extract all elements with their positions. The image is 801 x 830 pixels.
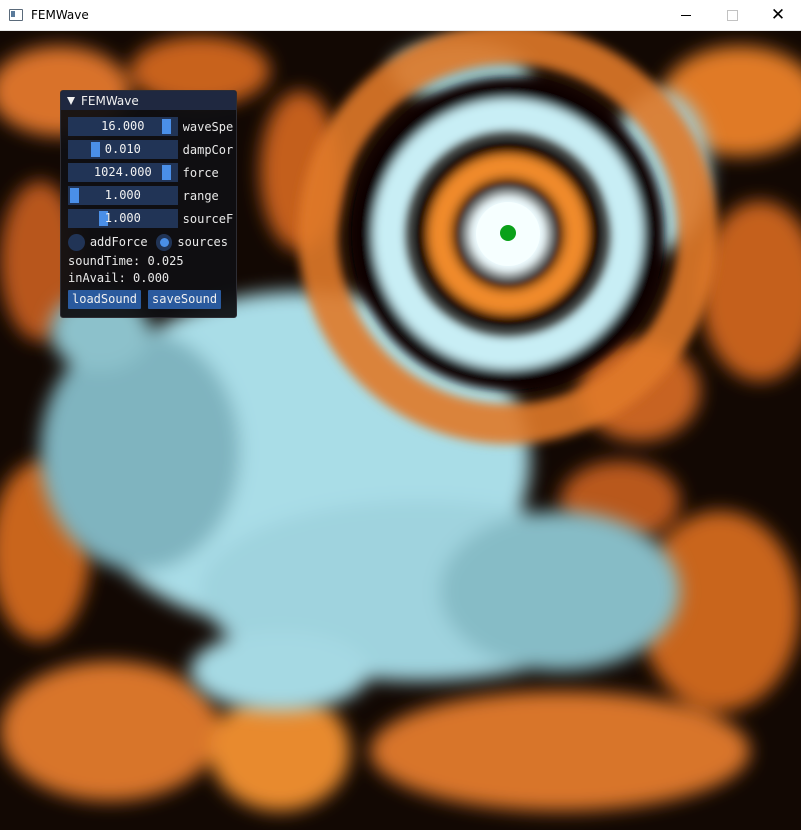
slider-label: waveSpe xyxy=(182,119,234,134)
damp-coef-slider[interactable]: 0.010 xyxy=(68,140,178,159)
slider-row-damp-coef: 0.010 dampCor xyxy=(68,140,236,159)
wave-speed-slider[interactable]: 16.000 xyxy=(68,117,178,136)
sources-label[interactable]: sources xyxy=(177,235,228,249)
slider-row-range: 1.000 range xyxy=(68,186,236,205)
collapse-arrow-icon[interactable] xyxy=(67,96,75,105)
app-window-icon xyxy=(9,9,23,21)
window-controls: ✕ xyxy=(663,0,801,30)
slider-label: sourceF xyxy=(182,211,234,226)
save-sound-button[interactable]: saveSound xyxy=(148,290,222,309)
force-slider[interactable]: 1024.000 xyxy=(68,163,178,182)
add-force-radio[interactable] xyxy=(68,233,85,251)
slider-value: 0.010 xyxy=(104,142,141,156)
sound-time-readout: soundTime: 0.025 xyxy=(68,254,184,268)
panel-title: FEMWave xyxy=(81,93,139,108)
slider-row-force: 1024.000 force xyxy=(68,163,236,182)
slider-label: range xyxy=(182,188,219,203)
minimize-icon xyxy=(681,14,691,16)
slider-value: 16.000 xyxy=(101,119,145,133)
range-slider[interactable]: 1.000 xyxy=(68,186,178,205)
close-button[interactable]: ✕ xyxy=(755,0,801,30)
slider-row-source-freq: 1.000 sourceF xyxy=(68,209,236,228)
slider-label: force xyxy=(182,165,219,180)
slider-grab-handle[interactable] xyxy=(162,165,172,180)
wave-field-render xyxy=(0,31,801,830)
slider-grab-handle[interactable] xyxy=(70,188,79,203)
slider-label: dampCor xyxy=(182,142,234,157)
add-force-label[interactable]: addForce xyxy=(89,235,148,249)
sound-buttons: loadSound saveSound xyxy=(68,290,236,309)
wave-field-canvas[interactable] xyxy=(0,31,801,830)
title-bar: FEMWave ✕ xyxy=(0,0,801,31)
slider-grab-handle[interactable] xyxy=(99,211,109,226)
maximize-button[interactable] xyxy=(709,0,755,30)
radio-dot xyxy=(159,237,169,247)
source-freq-slider[interactable]: 1.000 xyxy=(68,209,178,228)
control-panel[interactable]: FEMWave 16.000 waveSpe 0.010 dampCor 102… xyxy=(60,90,237,318)
maximize-icon xyxy=(726,9,738,21)
slider-value: 1.000 xyxy=(104,211,141,225)
in-avail-readout: inAvail: 0.000 xyxy=(68,271,170,285)
load-sound-button[interactable]: loadSound xyxy=(68,290,142,309)
mode-radio-group: addForce sources xyxy=(68,231,236,253)
slider-value: 1024.000 xyxy=(93,165,152,179)
slider-grab-handle[interactable] xyxy=(162,119,172,134)
minimize-button[interactable] xyxy=(663,0,709,30)
slider-row-wave-speed: 16.000 waveSpe xyxy=(68,117,236,136)
slider-value: 1.000 xyxy=(104,188,141,202)
panel-title-bar[interactable]: FEMWave xyxy=(61,91,236,110)
window-title: FEMWave xyxy=(31,8,89,22)
slider-grab-handle[interactable] xyxy=(91,142,101,157)
sources-radio[interactable] xyxy=(155,233,173,251)
close-icon: ✕ xyxy=(770,4,786,25)
wave-source-marker[interactable] xyxy=(500,225,516,241)
